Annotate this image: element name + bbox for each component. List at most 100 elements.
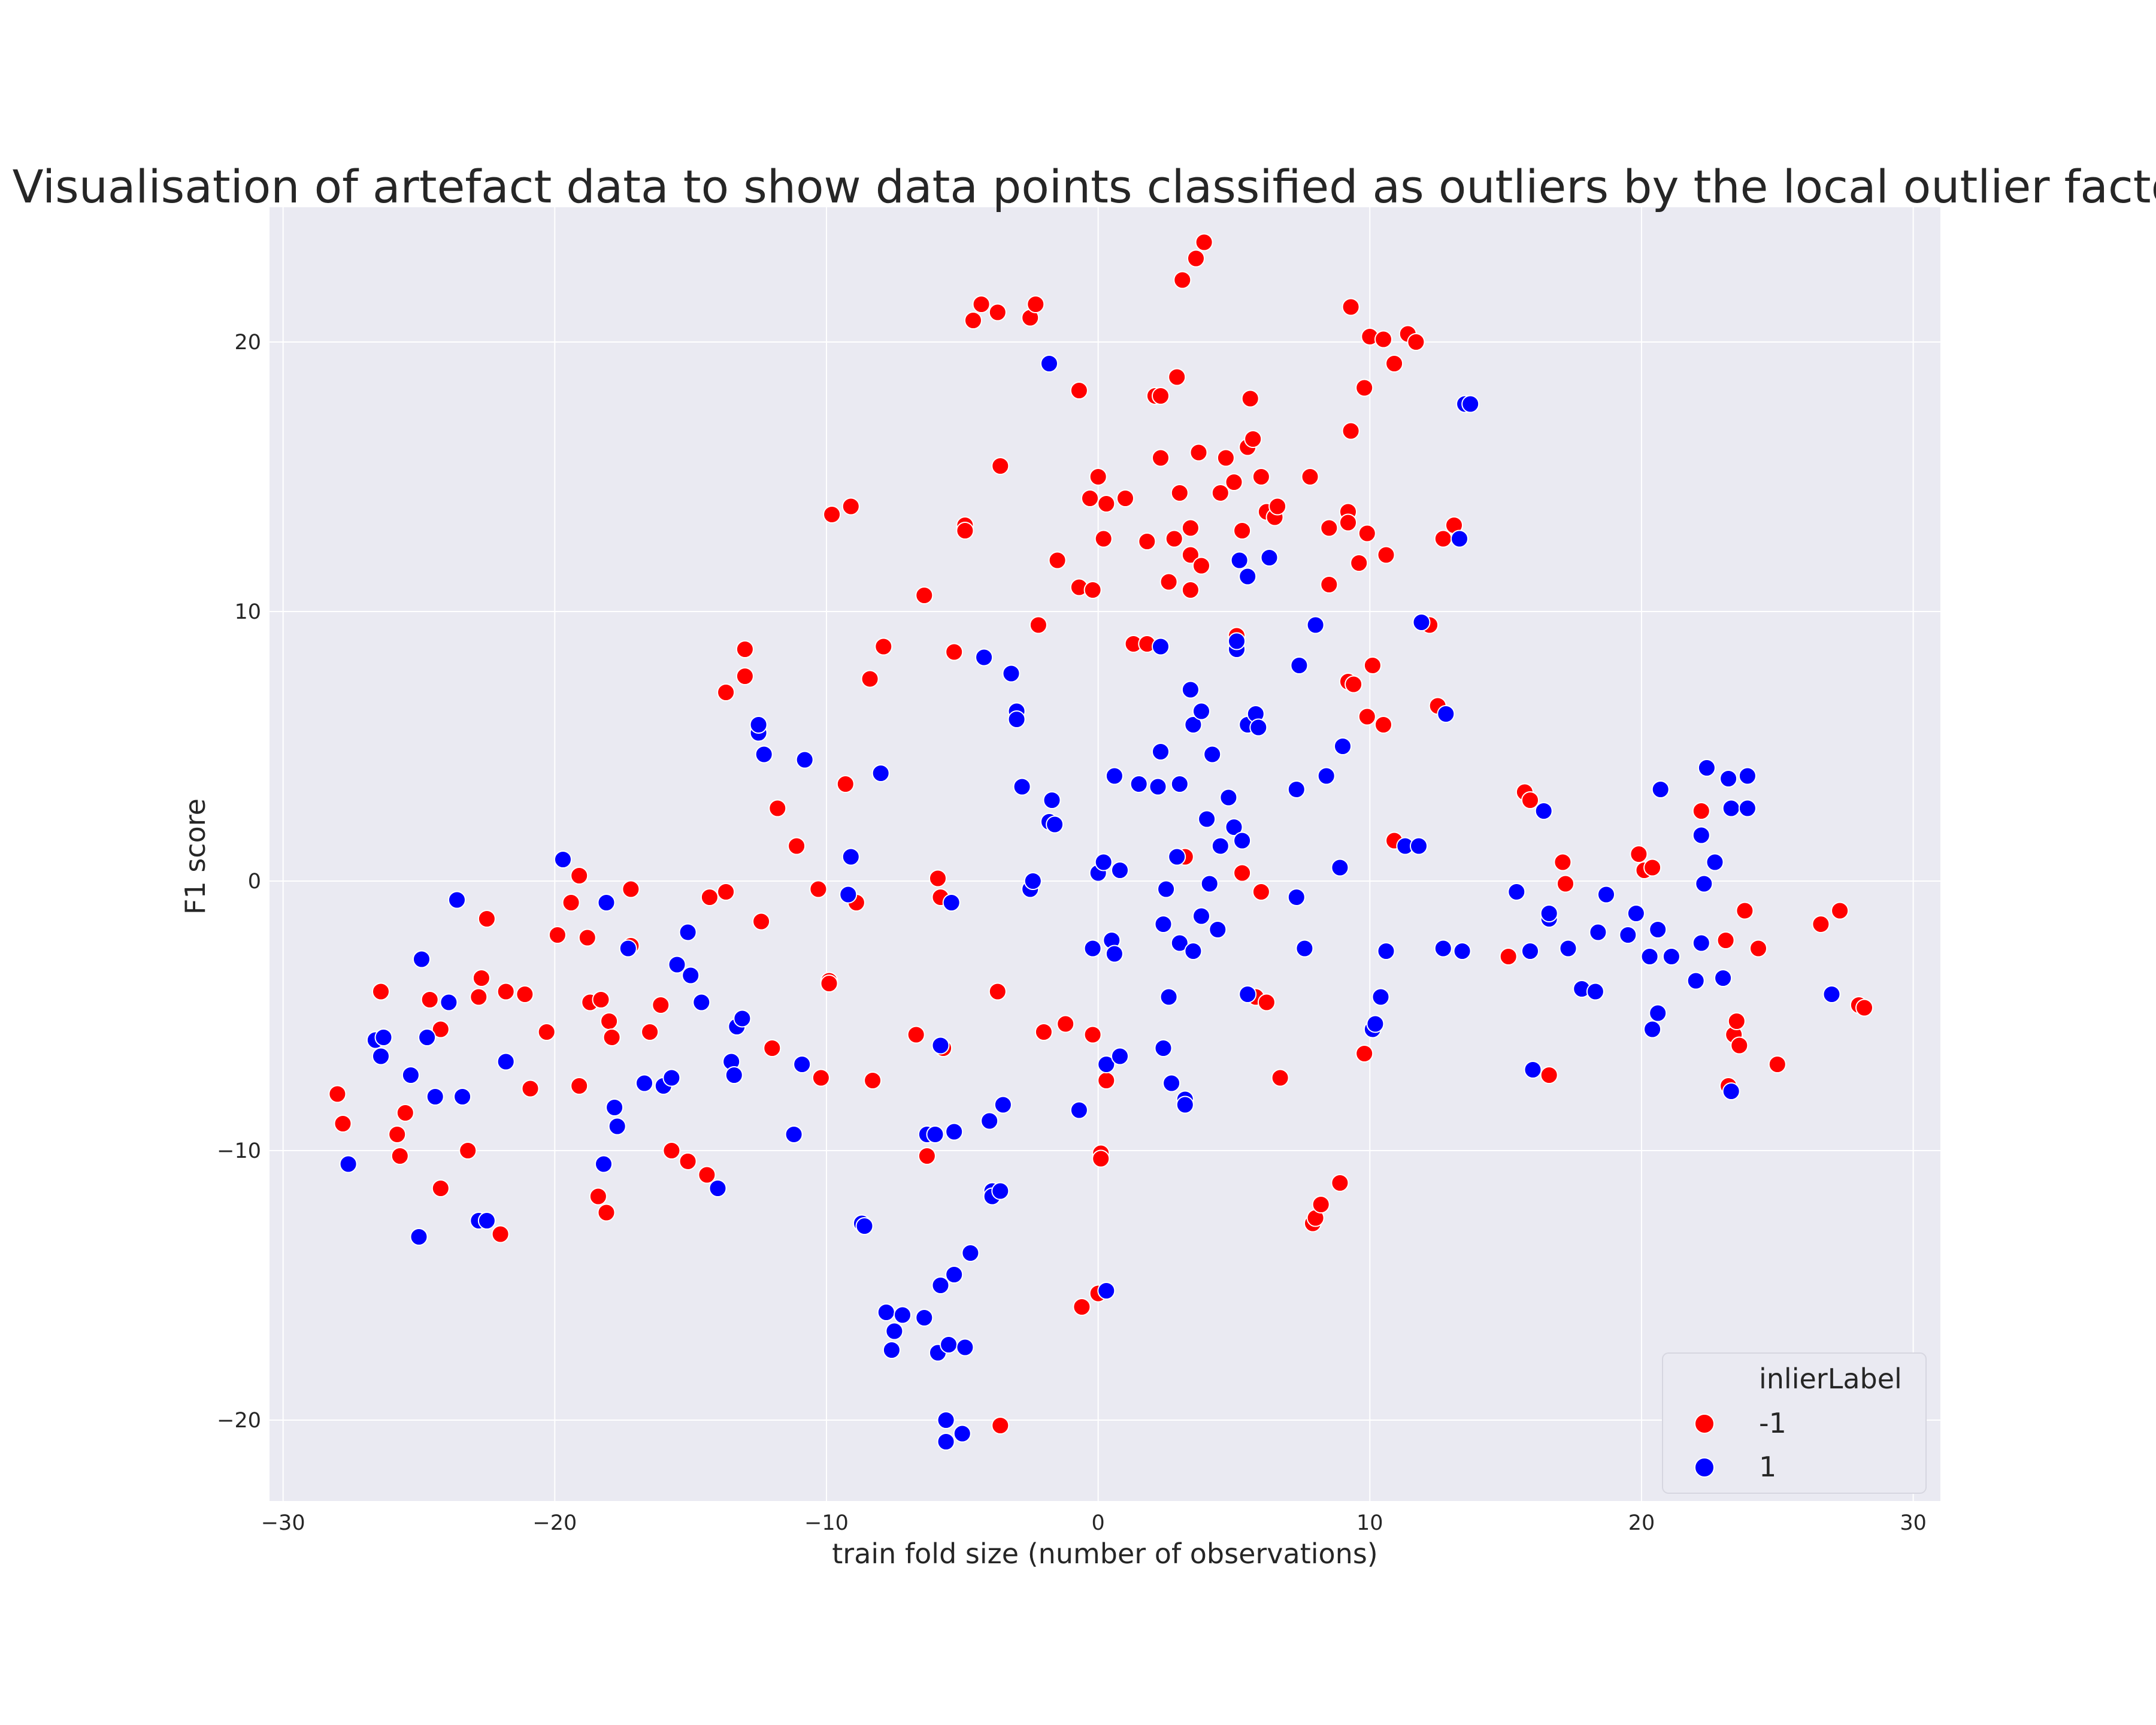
data-point — [1048, 551, 1067, 570]
data-point — [1170, 775, 1189, 793]
data-point — [991, 1417, 1010, 1435]
data-point — [1692, 826, 1710, 845]
data-point — [926, 1125, 944, 1143]
data-point — [755, 745, 773, 764]
data-point — [1521, 942, 1539, 960]
data-point — [1083, 581, 1102, 599]
data-point — [426, 1088, 444, 1106]
data-point — [1649, 1004, 1667, 1022]
data-point — [1366, 1015, 1385, 1033]
data-point — [459, 1142, 477, 1160]
data-point — [1355, 379, 1374, 397]
data-point — [1233, 864, 1252, 882]
data-point — [991, 1182, 1010, 1200]
x-tick-label: 10 — [1356, 1511, 1383, 1535]
legend-marker-neg1 — [1694, 1414, 1715, 1434]
grid-lines — [270, 207, 1940, 1501]
data-point — [1184, 716, 1203, 734]
data-point — [894, 1306, 912, 1324]
data-point — [1374, 716, 1392, 734]
data-point — [1640, 948, 1659, 966]
data-point — [980, 1112, 999, 1130]
data-point — [1257, 993, 1276, 1012]
data-point — [1200, 874, 1219, 893]
data-point — [937, 1433, 955, 1451]
data-point — [1412, 613, 1431, 631]
data-point — [1643, 858, 1662, 877]
data-point — [390, 1147, 409, 1165]
data-point — [1198, 810, 1216, 828]
x-axis-label: train fold size (number of observations) — [832, 1538, 1377, 1570]
data-point — [994, 1095, 1012, 1114]
x-tick-label: −10 — [804, 1511, 849, 1535]
data-point — [1046, 815, 1064, 834]
data-point — [1157, 880, 1176, 898]
data-point — [521, 1079, 540, 1098]
data-point — [700, 888, 719, 906]
data-point — [477, 1212, 496, 1230]
data-point — [1643, 1020, 1662, 1039]
data-point — [1097, 1072, 1116, 1090]
data-point — [717, 883, 735, 901]
data-point — [988, 303, 1007, 322]
data-point — [1268, 497, 1287, 516]
data-point — [1287, 888, 1306, 906]
data-point — [396, 1104, 414, 1122]
data-point — [1211, 484, 1230, 502]
data-point — [641, 1023, 659, 1041]
data-point — [1521, 791, 1539, 809]
data-point — [698, 1166, 716, 1184]
data-point — [1434, 939, 1452, 958]
data-point — [1159, 573, 1178, 591]
data-point — [915, 1309, 934, 1327]
data-point — [1451, 529, 1468, 548]
data-point — [885, 1322, 904, 1340]
data-point — [1290, 656, 1309, 674]
data-point — [605, 1098, 624, 1116]
data-point — [1749, 939, 1767, 958]
data-point — [1043, 791, 1061, 809]
data-point — [1312, 1196, 1330, 1213]
data-point — [964, 311, 982, 329]
data-point — [1586, 982, 1604, 1001]
data-point — [788, 837, 806, 855]
data-point — [1768, 1055, 1786, 1073]
data-point — [1097, 1055, 1116, 1073]
data-point — [597, 1203, 616, 1222]
data-point — [1024, 872, 1042, 890]
data-point — [339, 1155, 358, 1173]
data-point — [1149, 777, 1167, 796]
data-point — [1385, 355, 1404, 373]
data-point — [1342, 422, 1360, 440]
data-point — [496, 982, 515, 1001]
data-point — [871, 764, 890, 782]
legend-title: inlierLabel — [1759, 1363, 1902, 1395]
data-point — [1554, 853, 1572, 871]
y-tick-label: 0 — [248, 870, 261, 894]
data-point — [652, 996, 670, 1014]
data-point — [1211, 837, 1230, 855]
data-point — [1241, 389, 1259, 408]
y-tick-labels: −20 −10 0 10 20 — [217, 331, 261, 1433]
data-point — [1073, 1298, 1091, 1316]
data-point — [1152, 637, 1170, 656]
data-point — [1317, 767, 1336, 785]
legend-label-1: 1 — [1759, 1451, 1776, 1483]
data-point — [877, 1303, 895, 1321]
data-point — [1239, 567, 1257, 586]
data-point — [1499, 948, 1518, 966]
data-point — [937, 1411, 955, 1429]
data-point — [735, 667, 754, 685]
data-point — [1453, 942, 1471, 960]
data-point — [1697, 759, 1716, 777]
data-point — [1007, 710, 1026, 728]
data-point — [1181, 680, 1200, 699]
data-point — [410, 1228, 428, 1246]
data-point — [864, 1072, 882, 1090]
data-point — [420, 991, 439, 1009]
data-point — [562, 894, 580, 912]
data-point — [1557, 874, 1574, 893]
data-point — [1225, 818, 1243, 836]
data-point — [1026, 295, 1045, 313]
data-point — [931, 1276, 950, 1294]
